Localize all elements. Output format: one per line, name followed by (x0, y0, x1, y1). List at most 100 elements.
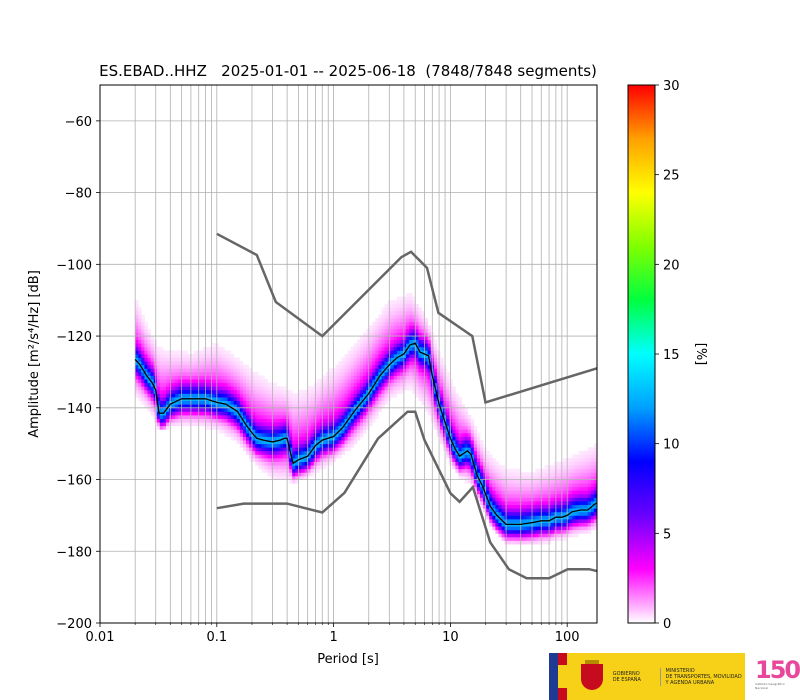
density-cell (418, 328, 422, 333)
density-cell (421, 346, 425, 351)
density-cell (369, 357, 373, 362)
density-cell (341, 404, 345, 409)
density-cell (199, 368, 204, 373)
density-cell (350, 364, 355, 369)
density-cell (575, 518, 579, 523)
density-cell (513, 497, 518, 502)
density-cell (267, 393, 272, 398)
density-cell (264, 458, 268, 462)
density-cell (322, 454, 327, 459)
density-cell (230, 422, 235, 427)
density-cell (366, 411, 370, 416)
density-cell (566, 511, 570, 516)
density-cell (350, 379, 355, 384)
density-cell (390, 386, 395, 391)
density-cell (424, 361, 429, 366)
density-cell (541, 475, 546, 480)
density-cell (550, 536, 555, 541)
density-cell (344, 393, 349, 398)
density-cell (473, 436, 478, 441)
density-cell (532, 501, 536, 506)
density-cell (587, 504, 592, 509)
density-cell (292, 465, 296, 470)
density-cell (446, 371, 450, 376)
density-cell (286, 443, 290, 448)
density-cell (415, 389, 419, 394)
density-cell (495, 493, 499, 498)
density-cell (246, 368, 250, 373)
density-cell (538, 486, 542, 491)
density-cell (458, 461, 462, 466)
density-cell (578, 486, 583, 491)
density-cell (252, 407, 256, 412)
density-cell (141, 361, 145, 366)
density-cell (381, 325, 385, 330)
density-cell (510, 511, 515, 516)
density-cell (350, 436, 355, 441)
density-cell (421, 386, 425, 391)
density-cell (433, 414, 438, 419)
density-cell (304, 458, 308, 462)
density-cell (538, 540, 542, 545)
density-cell (239, 393, 244, 398)
density-cell (390, 332, 395, 337)
density-cell (209, 411, 213, 416)
density-cell (356, 425, 361, 430)
density-cell (569, 515, 573, 520)
density-cell (421, 339, 425, 344)
density-cell (590, 497, 595, 502)
density-cell (282, 440, 287, 445)
density-cell (396, 321, 401, 326)
density-cell (310, 425, 315, 430)
density-cell (399, 389, 404, 394)
density-cell (239, 397, 244, 402)
density-cell (322, 400, 327, 405)
density-cell (507, 468, 512, 473)
density-cell (205, 375, 210, 380)
density-cell (304, 443, 308, 448)
density-cell (212, 422, 216, 427)
density-cell (467, 458, 472, 462)
density-cell (350, 368, 355, 373)
density-cell (538, 493, 542, 498)
density-cell (486, 468, 490, 473)
density-cell (467, 475, 472, 480)
density-cell (236, 371, 241, 376)
density-cell (344, 425, 349, 430)
density-cell (227, 414, 232, 419)
density-cell (541, 533, 546, 538)
density-cell (584, 504, 589, 509)
density-cell (381, 400, 385, 405)
density-cell (590, 515, 595, 520)
density-cell (350, 418, 355, 423)
density-cell (353, 382, 358, 387)
density-cell (378, 354, 382, 358)
density-cell (353, 400, 358, 405)
density-cell (329, 368, 333, 373)
density-cell (439, 364, 444, 369)
density-cell (159, 361, 164, 366)
density-cell (316, 436, 321, 441)
density-cell (239, 404, 244, 409)
density-cell (452, 407, 456, 412)
density-cell (366, 328, 370, 333)
density-cell (255, 450, 259, 455)
density-cell (412, 354, 416, 358)
density-cell (449, 400, 453, 405)
density-cell (578, 526, 583, 531)
density-cell (190, 375, 195, 380)
density-cell (289, 414, 293, 419)
density-cell (255, 429, 259, 434)
density-cell (424, 336, 429, 341)
density-cell (264, 414, 268, 419)
density-cell (593, 472, 597, 477)
density-cell (366, 332, 370, 337)
density-cell (289, 407, 293, 412)
density-cell (144, 339, 148, 344)
density-cell (138, 361, 142, 366)
density-cell (227, 375, 232, 380)
density-cell (141, 346, 145, 351)
density-cell (390, 361, 395, 366)
density-cell (276, 436, 281, 441)
density-cell (593, 518, 597, 523)
